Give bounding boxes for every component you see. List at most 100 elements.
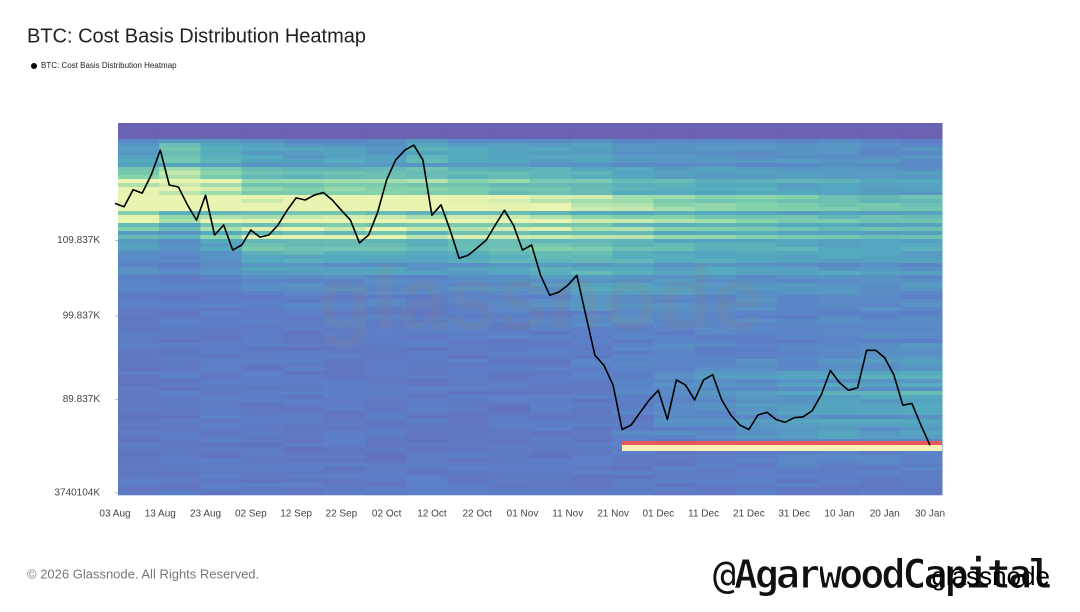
heat-cell bbox=[859, 247, 902, 252]
heat-cell bbox=[777, 195, 819, 200]
heat-cell bbox=[736, 207, 778, 212]
heat-cell bbox=[818, 335, 861, 340]
heat-cell bbox=[365, 391, 407, 396]
heat-cell bbox=[694, 419, 737, 424]
heat-cell bbox=[612, 427, 655, 432]
heat-cell bbox=[777, 307, 819, 312]
heat-cell bbox=[365, 203, 407, 208]
heat-cell bbox=[818, 255, 861, 260]
heat-cell bbox=[200, 323, 243, 328]
heat-cell bbox=[282, 347, 325, 352]
heat-cell bbox=[406, 123, 449, 128]
heat-cell bbox=[488, 279, 531, 284]
heat-cell bbox=[406, 327, 449, 332]
heat-cell bbox=[488, 451, 531, 456]
heat-cell bbox=[118, 483, 160, 488]
heat-cell bbox=[694, 339, 737, 344]
heat-cell bbox=[241, 147, 284, 152]
heat-cell bbox=[241, 403, 284, 408]
x-tick-label: 01 Nov bbox=[507, 509, 539, 520]
heat-cell bbox=[241, 219, 284, 224]
heat-cell bbox=[736, 431, 778, 436]
heat-cell bbox=[653, 127, 696, 132]
heat-cell bbox=[612, 311, 655, 316]
heat-cell bbox=[859, 391, 902, 396]
heat-cell bbox=[530, 219, 572, 224]
heat-cell bbox=[777, 243, 819, 248]
heat-cell bbox=[736, 127, 778, 132]
heat-cell bbox=[818, 403, 861, 408]
heat-cell bbox=[777, 431, 819, 436]
heat-cell bbox=[530, 443, 572, 448]
heat-cell bbox=[241, 323, 284, 328]
heat-cell bbox=[777, 335, 819, 340]
heat-cell bbox=[118, 247, 160, 252]
heat-cell bbox=[777, 411, 819, 416]
heat-cell bbox=[818, 211, 861, 216]
heat-cell bbox=[530, 227, 572, 232]
heat-cell bbox=[777, 475, 819, 480]
heat-cell bbox=[241, 207, 284, 212]
heat-cell bbox=[653, 319, 696, 324]
heat-cell bbox=[365, 403, 407, 408]
heat-cell bbox=[653, 255, 696, 260]
heat-cell bbox=[282, 127, 325, 132]
heat-cell bbox=[406, 219, 449, 224]
heat-cell bbox=[859, 451, 902, 456]
heat-cell bbox=[571, 183, 613, 188]
heat-cell bbox=[571, 259, 613, 264]
heat-cell bbox=[653, 395, 696, 400]
heat-cell bbox=[612, 123, 655, 128]
heat-cell bbox=[324, 391, 366, 396]
heat-cell bbox=[736, 315, 778, 320]
heat-cell bbox=[488, 235, 531, 240]
heat-cell bbox=[324, 155, 366, 160]
heat-cell bbox=[859, 131, 902, 136]
heat-cell bbox=[488, 295, 531, 300]
heat-cell bbox=[653, 487, 696, 492]
heat-cell bbox=[282, 147, 325, 152]
heat-cell bbox=[900, 243, 943, 248]
x-tick-label: 11 Dec bbox=[688, 509, 719, 520]
heat-cell bbox=[282, 183, 325, 188]
heat-cell bbox=[859, 179, 902, 184]
heat-cell bbox=[736, 467, 778, 472]
heat-cell bbox=[241, 359, 284, 364]
heat-cell bbox=[365, 355, 407, 360]
heat-cell bbox=[777, 395, 819, 400]
heat-cell bbox=[488, 391, 531, 396]
heat-cell bbox=[859, 407, 902, 412]
heat-cell bbox=[282, 247, 325, 252]
heat-cell bbox=[365, 287, 407, 292]
heat-cell bbox=[736, 191, 778, 196]
heat-cell bbox=[200, 131, 243, 136]
heat-cell bbox=[612, 431, 655, 436]
heat-cell bbox=[571, 319, 613, 324]
heat-cell bbox=[653, 363, 696, 368]
heat-cell bbox=[118, 279, 160, 284]
heat-cell bbox=[694, 147, 737, 152]
heat-cell bbox=[118, 431, 160, 436]
heat-cell bbox=[241, 283, 284, 288]
heat-cell bbox=[118, 343, 160, 348]
heat-cell bbox=[818, 247, 861, 252]
heat-cell bbox=[612, 279, 655, 284]
heat-cell bbox=[571, 199, 613, 204]
heat-cell bbox=[859, 327, 902, 332]
heat-cell bbox=[612, 139, 655, 144]
heat-cell bbox=[900, 339, 943, 344]
heat-cell bbox=[406, 339, 449, 344]
heat-cell bbox=[447, 475, 490, 480]
x-tick-label: 11 Nov bbox=[552, 509, 583, 520]
heat-cell bbox=[612, 219, 655, 224]
heat-cell bbox=[406, 211, 449, 216]
heat-cell bbox=[571, 467, 613, 472]
heat-cell bbox=[200, 255, 243, 260]
heat-cell bbox=[777, 271, 819, 276]
heat-cell bbox=[118, 387, 160, 392]
heat-cell bbox=[324, 483, 366, 488]
heat-cell bbox=[365, 299, 407, 304]
heat-cell bbox=[282, 231, 325, 236]
heat-cell bbox=[118, 403, 160, 408]
heat-cell bbox=[694, 431, 737, 436]
